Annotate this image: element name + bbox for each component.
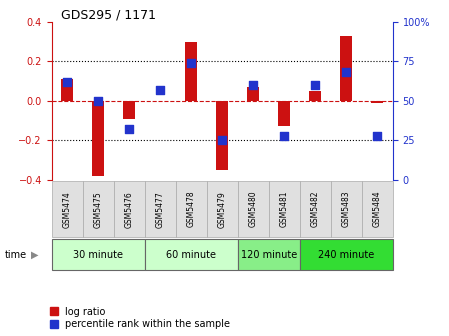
Bar <box>216 101 228 170</box>
Point <box>250 82 257 88</box>
Text: GSM5483: GSM5483 <box>342 191 351 227</box>
Text: GSM5478: GSM5478 <box>187 191 196 227</box>
Bar <box>52 181 83 237</box>
Bar <box>300 181 331 237</box>
Text: GSM5477: GSM5477 <box>156 191 165 227</box>
Text: 240 minute: 240 minute <box>318 250 374 259</box>
Text: GSM5481: GSM5481 <box>280 191 289 227</box>
Bar <box>238 181 269 237</box>
Text: 60 minute: 60 minute <box>166 250 216 259</box>
Bar <box>278 101 290 126</box>
Bar <box>300 239 393 270</box>
Point <box>64 79 71 85</box>
Text: GSM5475: GSM5475 <box>94 191 103 227</box>
Point <box>95 98 102 103</box>
Point <box>126 127 133 132</box>
Bar <box>114 181 145 237</box>
Text: GSM5484: GSM5484 <box>373 191 382 227</box>
Bar <box>340 36 352 101</box>
Bar <box>145 181 176 237</box>
Bar <box>83 181 114 237</box>
Point <box>343 70 350 75</box>
Bar <box>331 181 362 237</box>
Text: GSM5474: GSM5474 <box>63 191 72 227</box>
Text: GSM5482: GSM5482 <box>311 191 320 227</box>
Text: GSM5480: GSM5480 <box>249 191 258 227</box>
Text: ▶: ▶ <box>31 250 38 259</box>
Bar <box>92 101 104 176</box>
Bar <box>269 181 300 237</box>
Bar <box>176 181 207 237</box>
Bar <box>207 181 238 237</box>
Bar <box>238 239 300 270</box>
Point <box>188 60 195 66</box>
Point <box>219 138 226 143</box>
Bar <box>371 101 383 103</box>
Point <box>157 87 164 92</box>
Bar <box>362 181 393 237</box>
Bar <box>123 101 135 119</box>
Text: 120 minute: 120 minute <box>241 250 297 259</box>
Bar <box>52 239 145 270</box>
Bar <box>185 42 197 101</box>
Text: GSM5479: GSM5479 <box>218 191 227 227</box>
Bar <box>61 79 73 101</box>
Text: GSM5476: GSM5476 <box>125 191 134 227</box>
Legend: log ratio, percentile rank within the sample: log ratio, percentile rank within the sa… <box>50 306 230 330</box>
Bar <box>145 239 238 270</box>
Bar <box>247 87 259 101</box>
Point <box>312 82 319 88</box>
Point <box>374 133 381 138</box>
Bar <box>309 91 321 101</box>
Text: GDS295 / 1171: GDS295 / 1171 <box>61 8 156 22</box>
Text: 30 minute: 30 minute <box>73 250 123 259</box>
Text: time: time <box>4 250 26 259</box>
Point <box>281 133 288 138</box>
